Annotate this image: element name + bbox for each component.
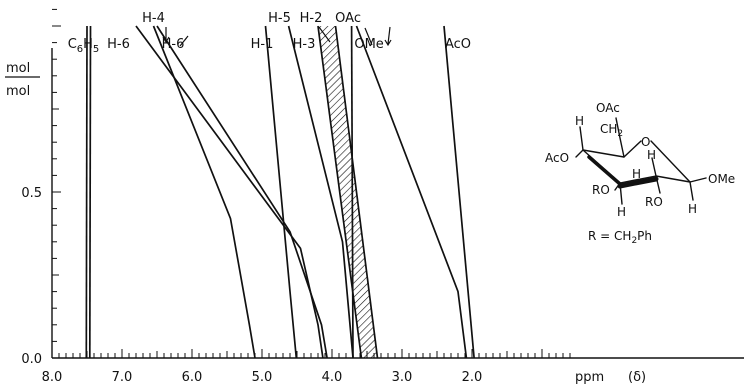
h5-pointer-tick (318, 26, 331, 43)
series-line-11 (443, 25, 475, 359)
series-line-8 (334, 25, 379, 359)
peak-label-h6p: H-6′ (162, 37, 188, 52)
x-tick-label: 5.0 (252, 370, 273, 385)
series-line-6 (287, 25, 354, 359)
series-line-5 (264, 25, 298, 359)
r-def-sub: 2 (631, 236, 637, 246)
hatched-band-h2-h3 (318, 26, 378, 358)
ch2-sub: 2 (617, 129, 623, 139)
series-line-2 (135, 25, 324, 359)
y-tick-label: 0.5 (21, 186, 42, 201)
hatched-band-layer (318, 26, 378, 358)
peak-label-ome: OMe (354, 37, 383, 52)
substituent-bonds (575, 117, 707, 205)
peak-label-h3: H-3 (293, 37, 316, 52)
y-axis-label: mol (6, 61, 30, 76)
structure-ro-mid: RO (645, 195, 663, 209)
peak-label-h1: H-1 (251, 37, 274, 52)
series-layer (85, 25, 475, 359)
structure-ro-left: RO (592, 183, 610, 197)
peak-label-h2: H-2 (300, 11, 323, 26)
peak-label-c6h5: C6H5 (68, 37, 100, 55)
structure-h-top-left: H (575, 114, 584, 128)
axes: 8.0 7.0 6.0 5.0 4.0 3.0 2.0 0.0 0.5 ppm (δ) mol… (5, 8, 744, 385)
structure-h-upper-right: H (647, 148, 656, 162)
series-line-1 (88, 25, 92, 359)
x-tick-label: 6.0 (182, 370, 203, 385)
x-tick-label: 2.0 (462, 370, 483, 385)
label-sub: 6 (77, 44, 83, 55)
x-tick-label: 4.0 (322, 370, 343, 385)
structure-h-bottom-left: H (617, 205, 626, 219)
label-part: C (68, 37, 77, 52)
y-tick-label: 0.0 (21, 352, 42, 367)
x-ticks: 8.0 7.0 6.0 5.0 4.0 3.0 2.0 (42, 349, 571, 385)
structure-h-bottom-right: H (688, 202, 697, 216)
ring-back-lower (650, 140, 691, 183)
ch2-base: CH (600, 122, 617, 136)
series-line-7 (317, 25, 363, 359)
peak-label-h4: H-4 (142, 11, 165, 26)
x-tick-label: 7.0 (112, 370, 133, 385)
c4-c5-bold (587, 155, 622, 186)
x-tick-label: 8.0 (42, 370, 63, 385)
series-line-4 (156, 25, 328, 359)
x-axis-symbol: (δ) (628, 370, 646, 385)
r-def-prefix: R = CH (588, 229, 631, 243)
structure-ring-oxygen: O (641, 135, 650, 149)
series-line-3 (152, 25, 256, 359)
y-axis-label-denominator: mol (6, 84, 30, 99)
structure-h-middle: H (632, 167, 641, 181)
x-axis-label: ppm (575, 370, 604, 385)
label-part: H (83, 37, 93, 52)
series-line-9 (350, 25, 354, 359)
peak-label-oac: OAc (335, 11, 361, 26)
structure-aco-label: AcO (545, 151, 569, 165)
structure-oac-label: OAc (596, 101, 620, 115)
label-pointers (162, 26, 392, 47)
ring-bonds (575, 117, 707, 205)
x-tick-label: 3.0 (392, 370, 413, 385)
label-sub: 5 (93, 44, 99, 55)
series-line-10 (355, 25, 468, 359)
ring-back-upper (582, 140, 642, 158)
r-group-definition: R = CH2Ph (588, 229, 652, 246)
peak-label-h5: H-5 (268, 11, 291, 26)
structure-ome-label: OMe (708, 172, 735, 186)
peak-label-aco: AcO (445, 37, 471, 52)
h6p-pointer-tick (179, 35, 189, 47)
peak-label-layer: C6H5 H-6 H-4 H-6′ H-1 H-5H-3 H-2 OAc OMe AcO (68, 11, 471, 55)
r-def-suffix: Ph (637, 229, 652, 243)
peak-label-h6: H-6 (107, 37, 130, 52)
ring-front-bold (617, 176, 659, 189)
series-line-0 (85, 25, 88, 359)
y-ticks: 0.0 0.5 (21, 8, 61, 367)
h2-pointer-tick (364, 27, 373, 46)
sugar-structure: OAc CH2 O AcO H H RO H RO OMe H H R = CH… (545, 101, 735, 246)
oac-pointer-arrow (384, 26, 392, 47)
structure-ch2-label: CH2 (600, 122, 623, 139)
h4-pointer-arrow (162, 27, 170, 44)
